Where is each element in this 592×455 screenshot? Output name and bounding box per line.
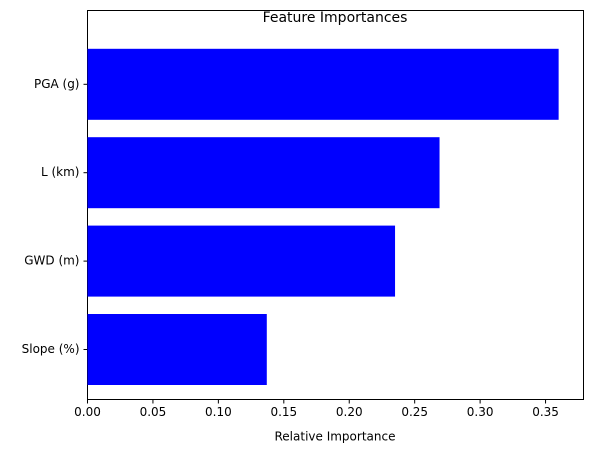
bar	[87, 137, 440, 209]
bar	[87, 48, 559, 120]
x-tick-label: 0.15	[270, 405, 297, 419]
bar	[87, 225, 396, 297]
x-tick-label: 0.10	[205, 405, 232, 419]
x-tick-label: 0.00	[74, 405, 101, 419]
x-tick-label: 0.20	[336, 405, 363, 419]
y-tick-label: GWD (m)	[24, 254, 79, 268]
x-tick-label: 0.05	[140, 405, 167, 419]
y-tick-label: Slope (%)	[22, 342, 80, 356]
y-tick-label: PGA (g)	[34, 77, 80, 91]
y-tick-label: L (km)	[41, 165, 80, 179]
x-tick-label: 0.35	[532, 405, 559, 419]
x-axis-label: Relative Importance	[275, 430, 396, 444]
x-tick-label: 0.30	[467, 405, 494, 419]
chart-title: Feature Importances	[263, 10, 408, 26]
bar	[87, 314, 267, 385]
x-tick-label: 0.25	[401, 405, 428, 419]
